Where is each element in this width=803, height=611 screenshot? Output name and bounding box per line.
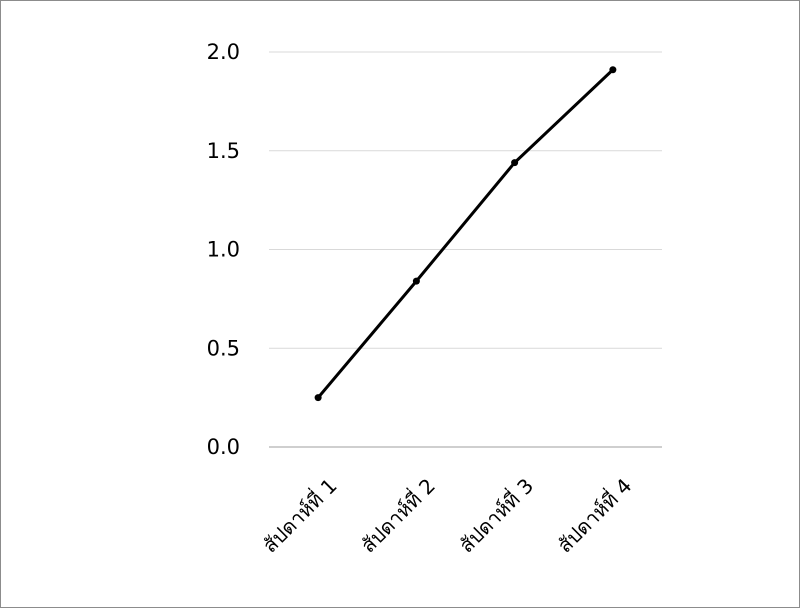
gridlines <box>269 51 662 349</box>
y-tick-label: 1.0 <box>207 238 240 262</box>
y-axis-ticks: 0.0 0.5 1.0 1.5 2.0 <box>207 40 240 459</box>
y-tick-label: 0.0 <box>207 435 240 459</box>
data-point <box>314 394 322 402</box>
y-tick-label: 0.5 <box>207 336 240 360</box>
y-tick-label: 1.5 <box>207 139 240 163</box>
series-group <box>314 66 617 402</box>
x-tick-label: สัปดาห์ที่ 3 <box>453 472 538 557</box>
data-point <box>412 277 420 285</box>
x-tick-label: สัปดาห์ที่ 2 <box>355 472 440 557</box>
data-point <box>609 66 617 74</box>
x-tick-label: สัปดาห์ที่ 4 <box>551 472 636 557</box>
series-line <box>316 68 615 400</box>
data-point <box>511 159 519 167</box>
x-axis-ticks: สัปดาห์ที่ 1 สัปดาห์ที่ 2 สัปดาห์ที่ 3 สัปด… <box>256 472 636 557</box>
x-tick-label: สัปดาห์ที่ 1 <box>256 472 341 557</box>
y-tick-label: 2.0 <box>207 40 240 64</box>
